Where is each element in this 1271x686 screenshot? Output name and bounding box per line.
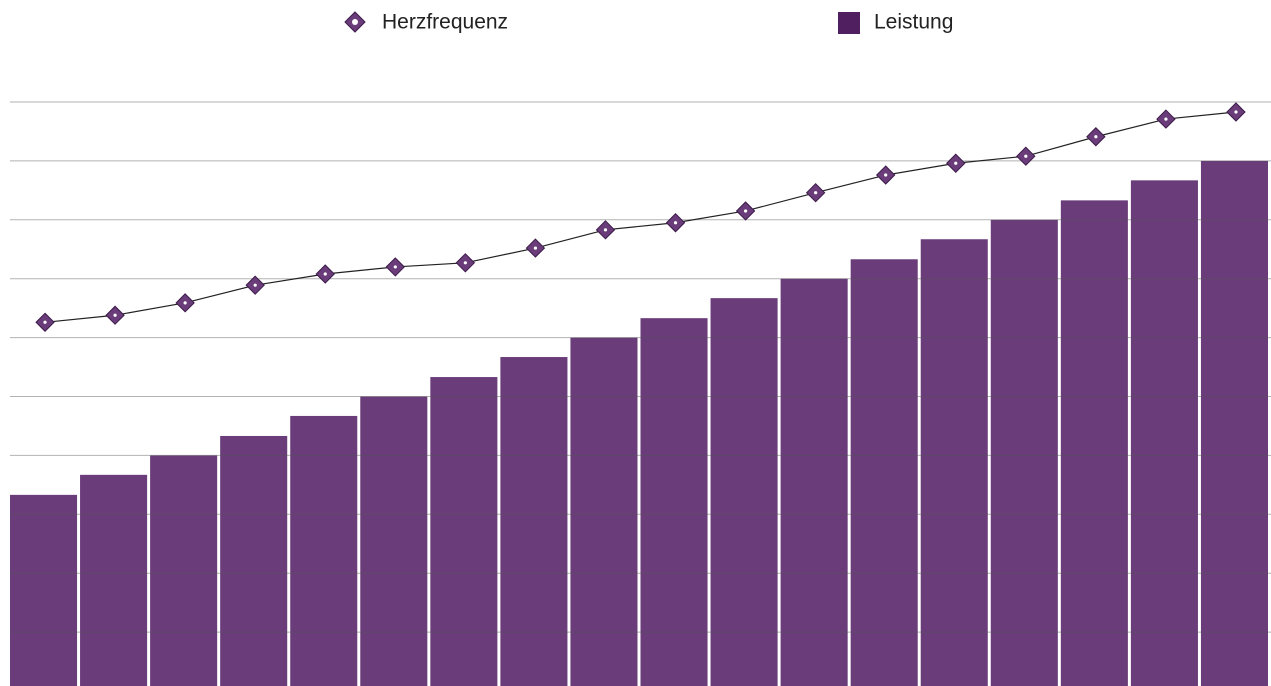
legend-label: Leistung bbox=[874, 11, 953, 34]
bar bbox=[80, 474, 148, 686]
bar bbox=[570, 337, 638, 686]
bar bbox=[710, 298, 778, 686]
line-marker-dot bbox=[814, 191, 818, 195]
bar bbox=[780, 278, 848, 686]
line-marker-dot bbox=[113, 313, 117, 317]
legend-marker-dot bbox=[352, 19, 358, 25]
line-marker-dot bbox=[673, 221, 678, 225]
bar bbox=[1200, 160, 1268, 686]
line-marker-dot bbox=[463, 261, 467, 265]
line-marker-dot bbox=[43, 320, 47, 324]
bar bbox=[500, 357, 568, 686]
bar bbox=[430, 377, 498, 686]
bar bbox=[1060, 200, 1128, 686]
bar bbox=[1130, 180, 1198, 686]
bar bbox=[850, 259, 918, 686]
bar bbox=[640, 318, 708, 686]
line-marker-dot bbox=[323, 272, 327, 276]
bar bbox=[150, 455, 218, 686]
bar bbox=[220, 435, 288, 686]
bar bbox=[10, 494, 78, 686]
line-marker-dot bbox=[1234, 110, 1238, 114]
line-marker-dot bbox=[533, 246, 538, 250]
bar bbox=[360, 396, 428, 686]
line-marker-dot bbox=[603, 228, 608, 232]
bar bbox=[290, 415, 358, 686]
line-marker-dot bbox=[884, 173, 888, 177]
bar bbox=[990, 219, 1058, 686]
legend-label: Herzfrequenz bbox=[382, 11, 508, 34]
line-marker-dot bbox=[1024, 154, 1028, 158]
line-marker-dot bbox=[1094, 135, 1098, 139]
line-marker-dot bbox=[183, 301, 187, 305]
legend-marker bbox=[838, 12, 860, 34]
line-marker-dot bbox=[393, 265, 397, 269]
line bbox=[44, 111, 1237, 323]
line-marker-dot bbox=[253, 283, 257, 287]
line-marker-dot bbox=[1164, 117, 1168, 121]
line-marker-dot bbox=[743, 209, 748, 213]
bar bbox=[920, 239, 988, 686]
line-marker-dot bbox=[954, 161, 958, 165]
